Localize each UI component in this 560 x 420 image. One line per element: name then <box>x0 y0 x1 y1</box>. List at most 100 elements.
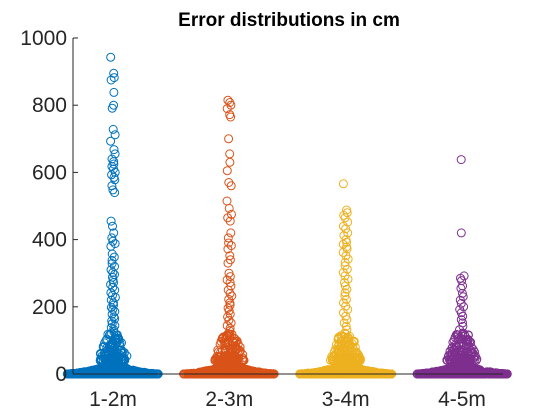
data-point <box>96 355 106 365</box>
data-point <box>340 271 350 281</box>
data-point <box>340 288 350 298</box>
data-point <box>107 329 117 339</box>
data-point <box>336 355 346 365</box>
y-tick-label: 800 <box>32 94 67 117</box>
data-point <box>458 321 468 331</box>
data-point <box>225 216 235 226</box>
data-point <box>106 52 116 62</box>
axes: 1-2m 2-3m 3-4m 4-5m 0 200 400 600 800 1000 <box>20 27 503 411</box>
data-point <box>119 366 129 376</box>
data-point <box>110 307 120 316</box>
data-point <box>223 329 233 339</box>
data-point <box>338 179 348 189</box>
x-tick-label: 3-4m <box>322 388 370 411</box>
data-point <box>447 364 457 374</box>
y-tick-label: 200 <box>32 296 67 319</box>
data-point <box>456 155 466 165</box>
data-point <box>366 367 376 377</box>
data-point <box>108 290 117 300</box>
data-point <box>109 73 119 83</box>
data-point <box>108 275 118 285</box>
data-point <box>106 288 116 298</box>
data-point <box>223 258 233 268</box>
data-point <box>226 112 236 122</box>
data-point <box>213 355 222 365</box>
data-point <box>229 337 239 347</box>
data-point <box>447 343 457 353</box>
data-point <box>355 355 365 365</box>
data-point <box>109 145 119 155</box>
data-point <box>107 249 117 259</box>
data-point <box>314 367 324 377</box>
data-point <box>324 366 334 376</box>
data-point <box>215 339 225 349</box>
data-point <box>110 130 120 140</box>
data-point <box>341 321 351 331</box>
data-point <box>104 350 114 360</box>
data-point <box>223 244 233 254</box>
data-point <box>226 181 236 191</box>
data-point <box>225 272 235 282</box>
data-point <box>102 334 112 344</box>
data-point <box>109 157 119 167</box>
data-point <box>109 159 119 169</box>
plot-area <box>62 52 512 379</box>
data-point <box>224 134 234 144</box>
data-point <box>338 247 348 257</box>
data-point <box>354 350 364 360</box>
data-point <box>110 314 120 324</box>
chart-title: Error distributions in cm <box>178 10 400 31</box>
data-point <box>448 337 458 347</box>
data-point <box>341 334 351 344</box>
data-point <box>71 368 81 378</box>
data-point <box>225 288 235 298</box>
data-point <box>120 355 129 365</box>
series-4-5m <box>412 155 512 379</box>
data-point <box>247 366 257 376</box>
data-point <box>340 278 349 288</box>
data-point <box>104 366 114 376</box>
data-point <box>229 353 239 363</box>
data-point <box>107 309 117 319</box>
data-point <box>342 350 352 360</box>
data-point <box>225 157 235 167</box>
data-point <box>94 368 104 377</box>
data-point <box>224 355 234 364</box>
data-point <box>471 356 481 365</box>
data-point <box>227 291 237 301</box>
data-point <box>110 175 120 185</box>
data-point <box>482 367 492 377</box>
data-point <box>223 233 233 243</box>
y-tick-label: 400 <box>32 229 67 252</box>
data-point <box>340 328 350 338</box>
data-point <box>448 355 458 364</box>
data-point <box>340 213 350 223</box>
data-point <box>331 340 341 350</box>
series-1-2m <box>62 52 163 379</box>
data-point <box>106 216 116 226</box>
data-point <box>458 281 468 291</box>
x-tick-label: 4-5m <box>438 388 486 411</box>
data-point <box>340 257 350 267</box>
data-point <box>462 339 471 349</box>
data-point <box>108 185 118 195</box>
data-point <box>107 259 117 268</box>
data-point <box>224 238 234 248</box>
series-2-3m <box>179 95 279 379</box>
data-point <box>109 300 118 310</box>
data-point <box>107 154 117 164</box>
data-point <box>106 75 116 85</box>
data-point <box>450 356 460 366</box>
data-point <box>467 342 477 352</box>
data-point <box>117 351 127 361</box>
data-point <box>108 236 118 246</box>
data-point <box>456 228 466 238</box>
data-point <box>341 224 351 234</box>
data-point <box>458 331 468 341</box>
data-point <box>339 210 349 220</box>
data-point <box>333 346 342 356</box>
data-point <box>460 355 470 365</box>
data-point <box>107 170 117 180</box>
data-point <box>457 276 467 286</box>
data-point <box>469 367 479 377</box>
